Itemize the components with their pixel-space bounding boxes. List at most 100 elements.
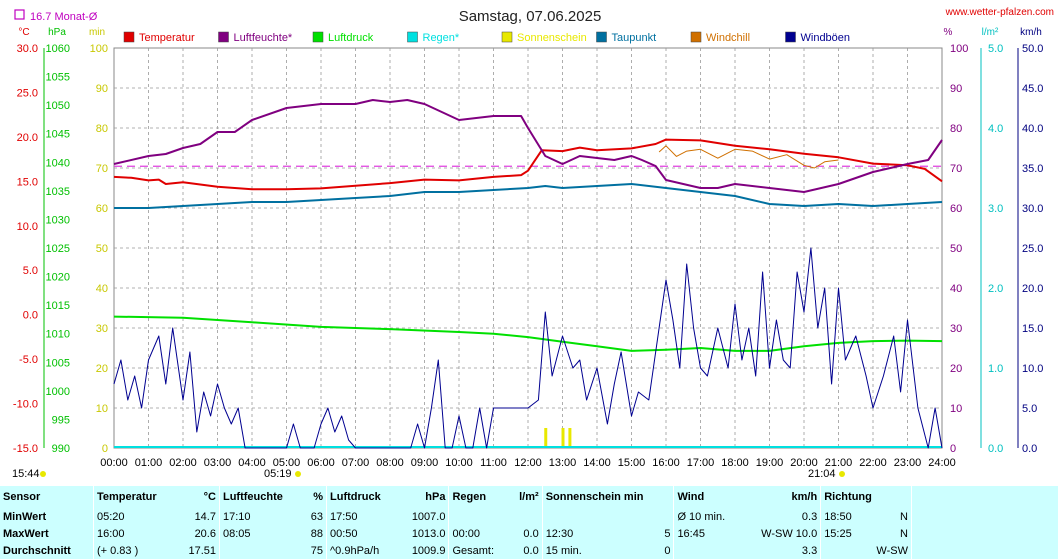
x-tick-label: 20:00	[790, 457, 818, 469]
stats-cell	[448, 508, 510, 526]
wind-tick-label: 0.0	[1022, 443, 1037, 455]
legend-label: Windböen	[801, 32, 851, 44]
pressure-tick-label: 1015	[46, 300, 70, 312]
stats-cell	[541, 508, 644, 526]
rain-tick-label: 1.0	[988, 363, 1003, 375]
x-tick-label: 19:00	[756, 457, 784, 469]
sunset-label: 21:04	[808, 468, 836, 480]
left-time-label: 15:44	[12, 468, 40, 480]
stats-cell: 17.51	[188, 544, 216, 557]
minutes-tick-label: 70	[96, 163, 108, 175]
legend-label: Taupunkt	[612, 32, 657, 44]
minutes-tick-label: 40	[96, 283, 108, 295]
temperature-tick-label: 15.0	[17, 176, 38, 188]
pressure-tick-label: 1045	[46, 129, 70, 141]
legend-swatch	[123, 31, 135, 43]
stats-cell: Gesamt:	[448, 542, 510, 559]
sunrise-icon	[295, 471, 301, 477]
minutes-tick-label: 90	[96, 83, 108, 95]
stats-cell: 16:00	[92, 525, 177, 543]
x-tick-label: 11:00	[480, 457, 507, 469]
stats-cell: 15:25	[820, 525, 864, 543]
humidity-tick-label: 90	[950, 83, 962, 95]
stats-cell: 14.7	[194, 510, 216, 523]
pressure-unit-label: hPa	[48, 27, 66, 38]
legend-swatch	[785, 31, 796, 43]
stats-cell	[218, 542, 303, 559]
sunset-icon	[839, 471, 845, 477]
legend-label: Temperatur	[139, 32, 195, 44]
temperature-tick-label: 20.0	[17, 132, 38, 144]
minutes-tick-label: 10	[96, 403, 108, 415]
pressure-tick-label: 1050	[46, 100, 70, 112]
stats-cell: 16:45	[673, 525, 743, 543]
stats-cell: W-SW 10.0	[761, 527, 818, 540]
x-tick-label: 10:00	[445, 457, 473, 469]
stats-cell: ^0.9hPa/h	[326, 542, 399, 559]
minutes-tick-label: 0	[102, 443, 108, 455]
stats-cell: 0.0	[523, 544, 539, 557]
x-axis: 00:00 01:00 02:00 03:00 04:00 05:00 06:00 07:00…	[100, 457, 956, 469]
x-tick-label: 02:00	[169, 457, 197, 469]
stats-header-temp-unit: °C	[203, 491, 216, 504]
series-line-luftdruck	[113, 315, 943, 352]
temperature-tick-label: 10.0	[17, 221, 38, 233]
wind-tick-label: 35.0	[1022, 163, 1043, 175]
pressure-tick-label: 990	[52, 443, 70, 455]
pressure-tick-label: 995	[52, 414, 70, 426]
x-tick-label: 13:00	[549, 457, 577, 469]
temperature-tick-label: -5.0	[19, 354, 38, 366]
stats-cell: 18:50	[820, 508, 864, 526]
stats-header-direction: Richtung	[820, 486, 912, 509]
sun-icon	[40, 471, 46, 477]
legend: Temperatur Luftfeuchte* Luftdruck Regen* Son…	[123, 31, 851, 44]
minutes-unit-label: min	[89, 27, 105, 38]
legend-label: Luftdruck	[328, 32, 374, 44]
series-lines	[113, 99, 943, 449]
stats-cell: 00:50	[326, 525, 399, 543]
x-tick-label: 14:00	[583, 457, 611, 469]
x-tick-label: 06:00	[307, 457, 335, 469]
stats-cell: 75	[310, 544, 324, 557]
bars	[114, 428, 942, 448]
axes: 30.0 25.0 20.0 15.0 10.0 5.0 0.0 -5.0 -10.0 -15.0…	[13, 43, 1044, 455]
stats-cell: 12:30	[541, 525, 644, 543]
x-tick-label: 23:00	[894, 457, 922, 469]
legend-label: Luftfeuchte*	[234, 32, 293, 44]
pressure-tick-label: 1030	[46, 214, 70, 226]
stats-header-row: Sensor Temperatur °C Luftfeuchte % Luftd…	[0, 486, 1058, 509]
stats-cell: N	[900, 510, 908, 523]
stats-spacer	[911, 486, 1058, 509]
x-tick-label: 05:00	[273, 457, 301, 469]
humidity-tick-label: 0	[950, 443, 956, 455]
legend-swatch	[596, 31, 607, 43]
legend-swatch	[501, 31, 513, 43]
stats-row-label: MinWert	[3, 510, 47, 523]
rain-tick-label: 2.0	[988, 283, 1003, 295]
wind-tick-label: 5.0	[1022, 403, 1037, 415]
x-tick-label: 03:00	[204, 457, 232, 469]
pressure-tick-label: 1005	[46, 357, 70, 369]
series-line-temperatur	[113, 138, 943, 191]
pressure-tick-label: 1020	[46, 272, 70, 284]
temp-unit-label: °C	[18, 27, 29, 38]
stats-cell: W-SW	[876, 544, 908, 557]
wind-tick-label: 15.0	[1022, 323, 1043, 335]
x-tick-label: 21:00	[825, 457, 853, 469]
minutes-tick-label: 80	[96, 123, 108, 135]
minutes-tick-label: 30	[96, 323, 108, 335]
wind-tick-label: 30.0	[1022, 203, 1043, 215]
legend-label: Sonnenschein	[517, 32, 587, 44]
wind-tick-label: 45.0	[1022, 83, 1043, 95]
sunshine-bar	[561, 428, 565, 448]
stats-row-min: MinWert 05:20 14.7 17:10 63 17:50 1007.0…	[0, 508, 1058, 526]
stats-header-wind: Wind	[673, 486, 743, 509]
rain-tick-label: 5.0	[988, 43, 1003, 55]
wind-tick-label: 40.0	[1022, 123, 1043, 135]
temperature-tick-label: -15.0	[13, 443, 38, 455]
site-link[interactable]: www.wetter-pfalzen.com	[945, 7, 1054, 18]
series-line-luftfeuchte	[113, 99, 943, 193]
stats-cell: 1013.0	[411, 527, 446, 540]
series-line-taupunkt	[114, 183, 943, 209]
stats-row-label: Durchschnitt	[3, 544, 71, 557]
